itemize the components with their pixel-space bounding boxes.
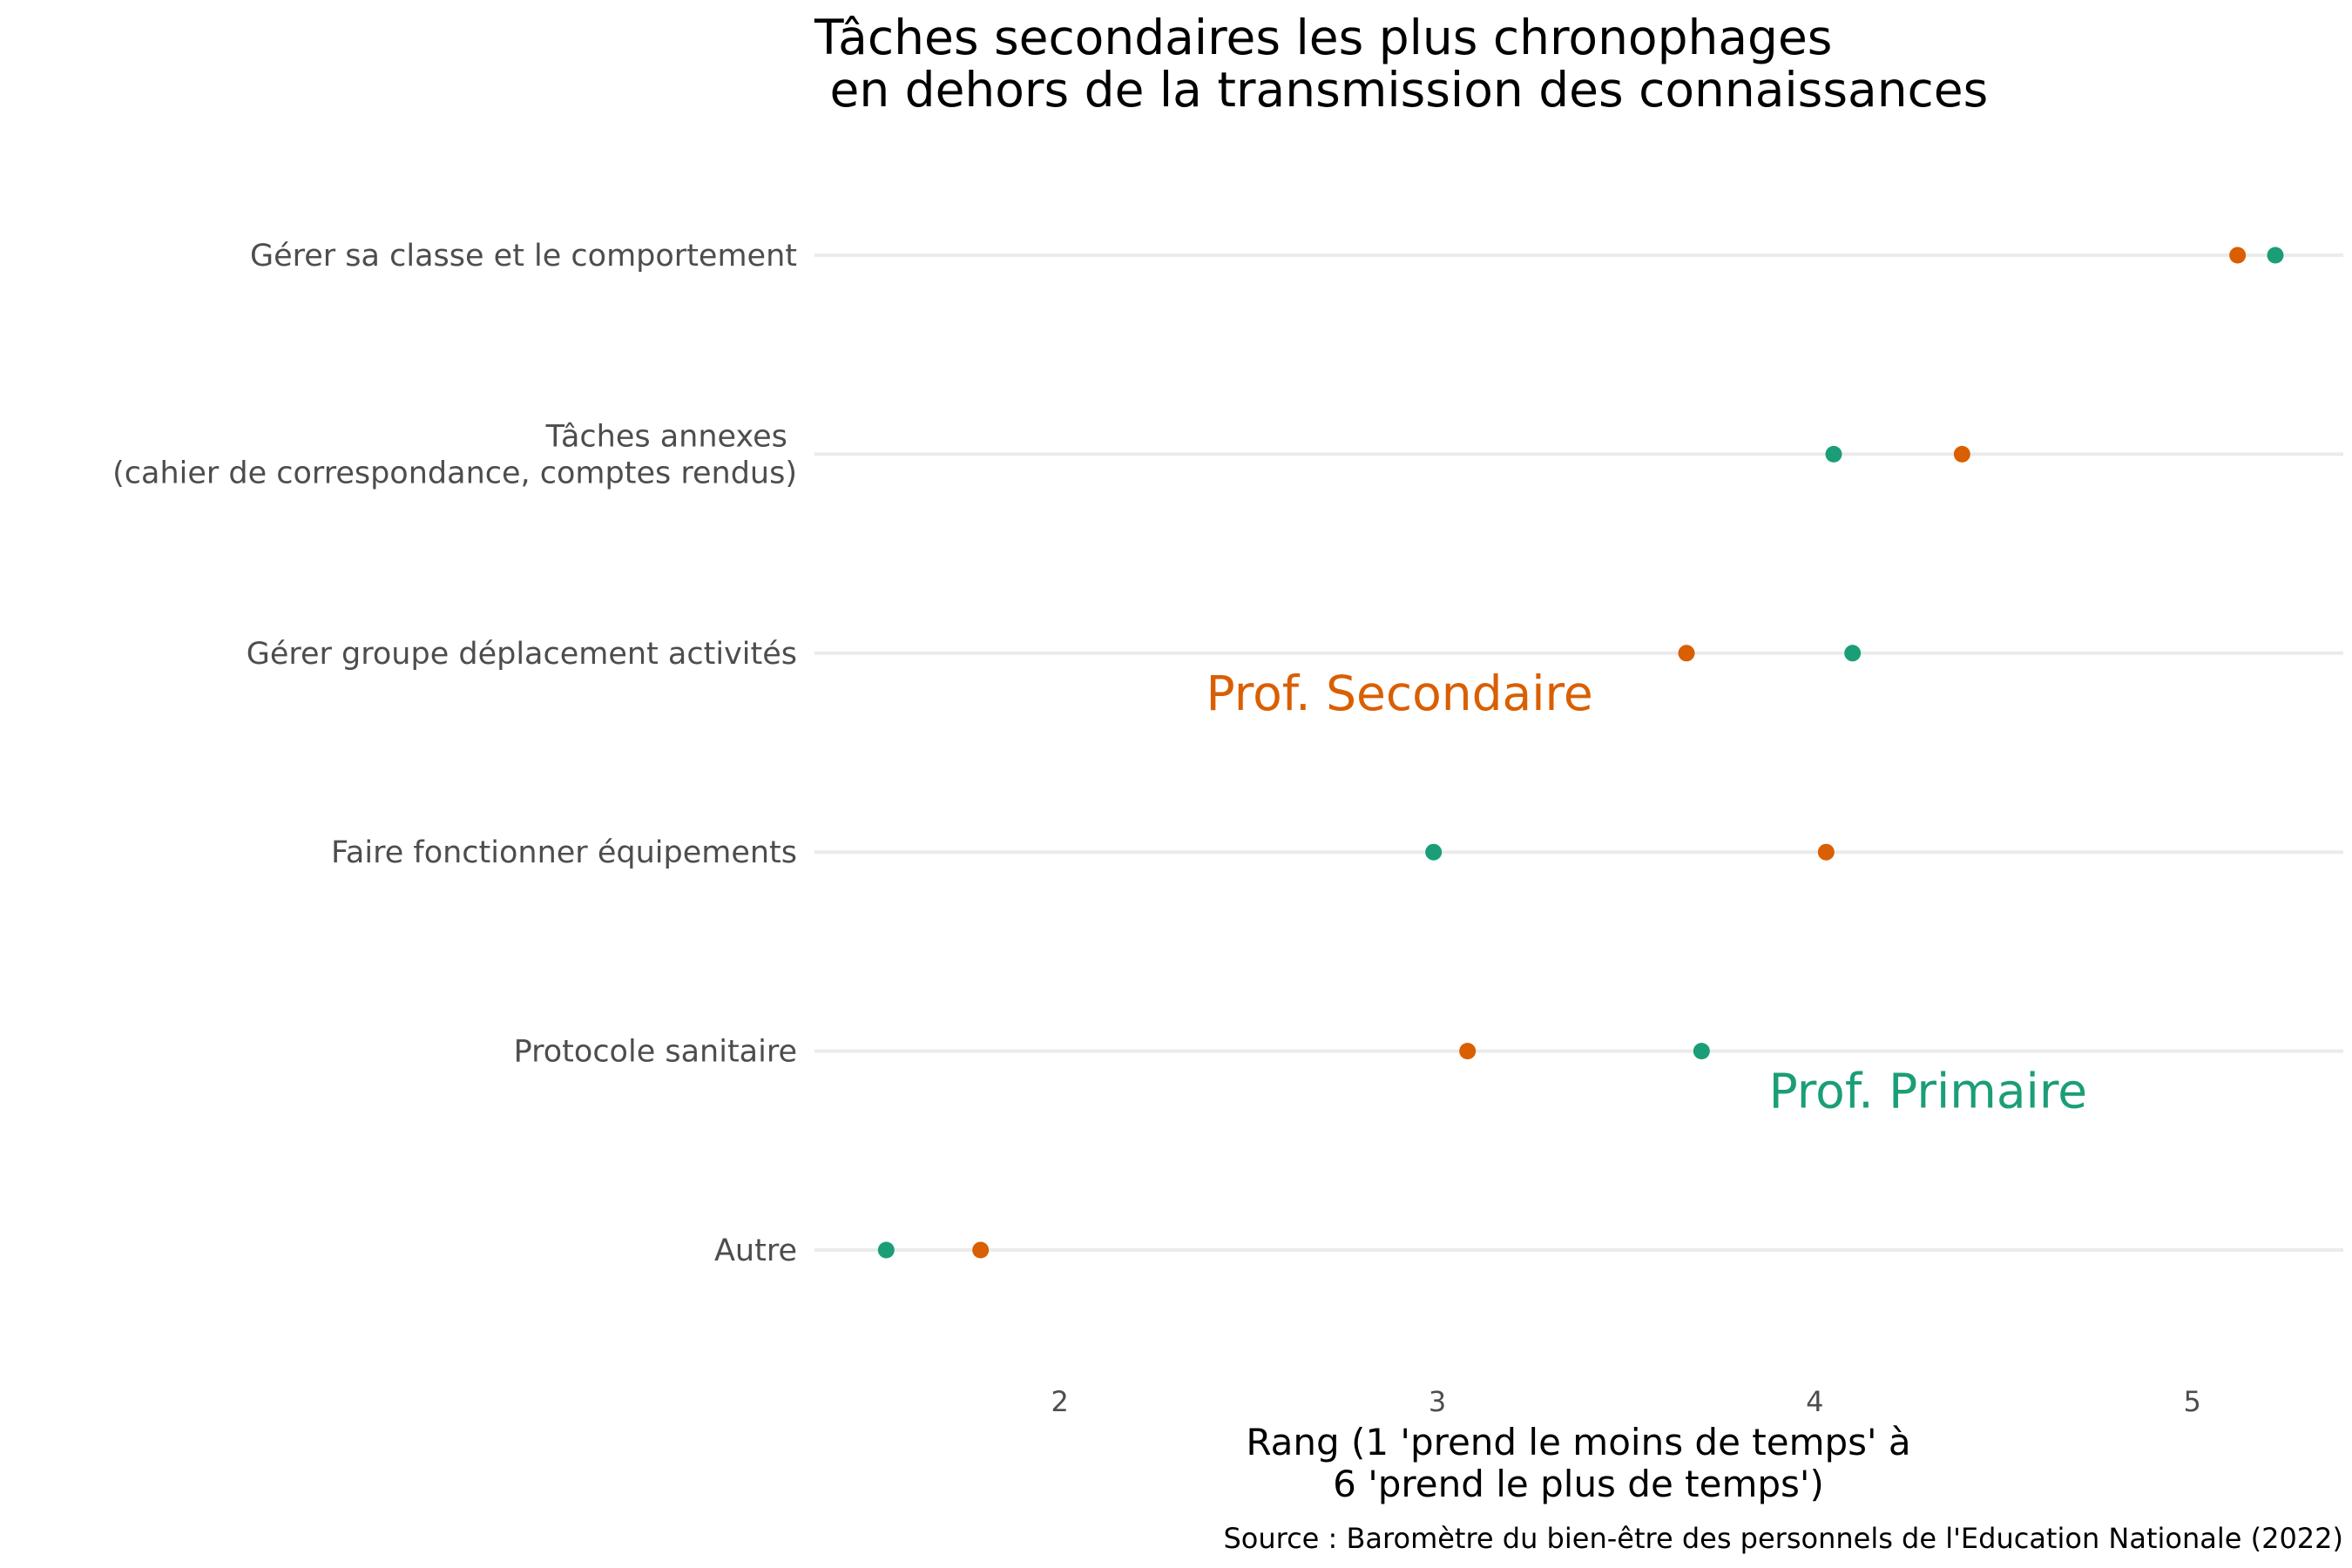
- y-tick-label: Tâches annexes (cahier de correspondance…: [112, 419, 797, 490]
- x-tick-labels: 2 3 4 5: [1051, 1385, 2200, 1418]
- data-point: [1953, 445, 1970, 463]
- chart-title: Tâches secondaires les plus chronophages…: [814, 10, 1988, 118]
- data-point: [1844, 645, 1862, 662]
- data-point: [1459, 1043, 1477, 1060]
- y-tick-label: Autre: [714, 1233, 797, 1268]
- y-tick-labels: Gérer sa classe et le comportement Tâches…: [112, 239, 797, 1268]
- data-point: [1817, 843, 1835, 861]
- data-point: [1693, 1043, 1710, 1060]
- data-point: [1825, 445, 1842, 463]
- y-tick-label: Gérer sa classe et le comportement: [250, 239, 797, 274]
- y-tick-label: Gérer groupe déplacement activités: [247, 637, 797, 672]
- series-annotation: Prof. Primaire: [1769, 1064, 2087, 1119]
- series-annotation: Prof. Secondaire: [1206, 666, 1593, 721]
- x-tick-label: 4: [1806, 1385, 1823, 1418]
- y-tick-label: Protocole sanitaire: [514, 1035, 797, 1070]
- title-line: Tâches secondaires les plus chronophages: [814, 10, 1832, 65]
- data-point: [972, 1241, 990, 1259]
- x-tick-label: 5: [2183, 1385, 2200, 1418]
- x-tick-label: 3: [1429, 1385, 1446, 1418]
- data-point: [2267, 247, 2284, 264]
- data-point: [877, 1241, 895, 1259]
- y-tick-label: Faire fonctionner équipements: [331, 835, 797, 870]
- x-tick-label: 2: [1051, 1385, 1068, 1418]
- data-point: [1425, 843, 1443, 861]
- title-line: en dehors de la transmission des connais…: [814, 62, 1988, 118]
- data-point: [2229, 247, 2247, 264]
- series-annotations: Prof. Secondaire Prof. Primaire: [1206, 666, 2088, 1119]
- data-points: [877, 247, 2284, 1259]
- source-caption: Source : Baromètre du bien-être des pers…: [1223, 1522, 2343, 1555]
- gridlines: [814, 253, 2343, 1252]
- data-point: [1678, 645, 1695, 662]
